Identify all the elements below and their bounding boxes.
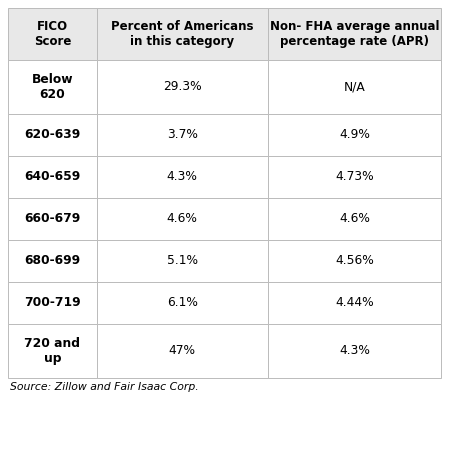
Bar [268,156,441,198]
Text: 4.9%: 4.9% [339,129,370,141]
Text: 4.3%: 4.3% [167,171,198,184]
Bar [97,282,268,324]
Text: FICO
Score: FICO Score [34,20,71,48]
Text: 680-699: 680-699 [24,255,80,267]
Text: 620-639: 620-639 [24,129,80,141]
Bar [8,114,97,156]
Bar [8,198,97,240]
Text: Percent of Americans
in this category: Percent of Americans in this category [111,20,254,48]
Text: 4.56%: 4.56% [335,255,374,267]
Bar [97,324,268,378]
Bar [8,240,97,282]
Text: 4.6%: 4.6% [167,212,198,225]
Text: 5.1%: 5.1% [167,255,198,267]
Text: 4.73%: 4.73% [335,171,374,184]
Bar [268,282,441,324]
Bar [268,240,441,282]
Text: 4.6%: 4.6% [339,212,370,225]
Bar [8,60,97,114]
Text: 4.44%: 4.44% [335,297,374,310]
Text: Non- FHA average annual
percentage rate (APR): Non- FHA average annual percentage rate … [270,20,439,48]
Text: 720 and
up: 720 and up [24,337,80,365]
Bar [268,198,441,240]
Text: 47%: 47% [169,345,196,357]
Bar [8,324,97,378]
Text: 29.3%: 29.3% [163,81,202,94]
Bar [97,114,268,156]
Bar [97,60,268,114]
Bar [268,114,441,156]
Bar [8,156,97,198]
Bar [268,8,441,60]
Text: Below
620: Below 620 [31,73,73,101]
Text: 6.1%: 6.1% [167,297,198,310]
Text: 640-659: 640-659 [24,171,80,184]
Text: 3.7%: 3.7% [167,129,198,141]
Text: Source: Zillow and Fair Isaac Corp.: Source: Zillow and Fair Isaac Corp. [10,382,199,392]
Bar [97,240,268,282]
Bar [268,60,441,114]
Bar [268,324,441,378]
Text: 4.3%: 4.3% [339,345,370,357]
Bar [97,156,268,198]
Text: 700-719: 700-719 [24,297,81,310]
Bar [8,8,97,60]
Text: N/A: N/A [343,81,365,94]
Bar [97,8,268,60]
Text: 660-679: 660-679 [24,212,80,225]
Bar [8,282,97,324]
Bar [97,198,268,240]
